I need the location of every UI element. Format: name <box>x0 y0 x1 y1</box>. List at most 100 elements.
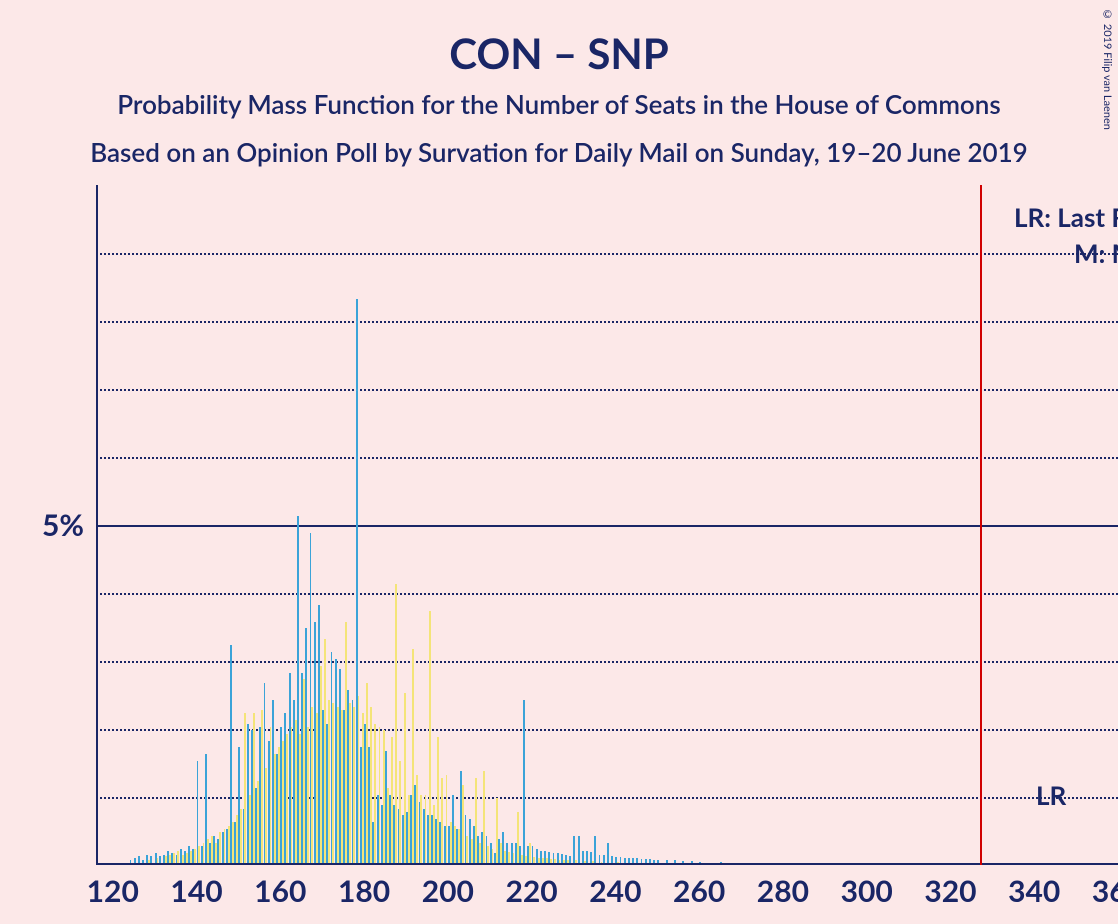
bar-blue <box>335 659 337 863</box>
gridline-minor <box>96 457 1118 459</box>
bar-blue <box>548 852 550 863</box>
bar-blue <box>247 724 249 863</box>
bar-blue <box>251 730 253 863</box>
bar-blue <box>615 857 617 863</box>
bar-blue <box>649 859 651 863</box>
bar-blue <box>490 843 492 863</box>
bar-blue <box>393 805 395 863</box>
bar-blue <box>506 843 508 863</box>
bar-blue <box>276 754 278 863</box>
bar-blue <box>536 849 538 863</box>
bar-blue <box>176 855 178 863</box>
chart-plot-area: 5%12014016018020022024026028030032034036… <box>96 185 1118 865</box>
bar-blue <box>155 853 157 863</box>
bar-blue <box>460 771 462 863</box>
bar-blue <box>557 853 559 863</box>
bar-blue <box>511 843 513 863</box>
annotation: LR <box>1036 779 1066 811</box>
bar-blue <box>280 727 282 863</box>
bar-blue <box>255 788 257 863</box>
bar-blue <box>352 700 354 863</box>
bar-blue <box>477 836 479 863</box>
x-tick-label: 200 <box>422 873 474 909</box>
bar-blue <box>645 859 647 863</box>
bar-blue <box>209 843 211 863</box>
bar-blue <box>540 851 542 863</box>
bar-blue <box>603 855 605 863</box>
bar-blue <box>163 855 165 863</box>
bar-blue <box>423 809 425 863</box>
bar-blue <box>372 822 374 863</box>
bar-blue <box>368 747 370 863</box>
bar-blue <box>465 815 467 863</box>
y-tick-label: 5% <box>42 507 84 543</box>
bar-blue <box>410 795 412 863</box>
bar-blue <box>402 815 404 863</box>
bar-blue <box>515 843 517 863</box>
bar-blue <box>544 851 546 863</box>
last-result-line <box>980 185 982 865</box>
bar-blue <box>188 846 190 863</box>
bar-blue <box>217 839 219 863</box>
bar-blue <box>435 819 437 863</box>
x-tick-label: 260 <box>673 873 725 909</box>
bar-blue <box>213 836 215 863</box>
gridline-minor <box>96 593 1118 595</box>
bar-blue <box>331 652 333 863</box>
annotation: M: Median <box>1074 237 1118 269</box>
bar-blue <box>523 700 525 863</box>
bar-blue <box>641 859 643 863</box>
bar-blue <box>699 862 701 863</box>
bar-blue <box>284 713 286 863</box>
bar-blue <box>230 645 232 863</box>
bar-blue <box>494 853 496 863</box>
bar-blue <box>527 846 529 863</box>
bar-blue <box>381 805 383 863</box>
bar-blue <box>159 856 161 863</box>
gridline-major <box>96 525 1118 527</box>
bar-blue <box>628 858 630 863</box>
bar-blue <box>318 605 320 863</box>
bar-blue <box>314 622 316 863</box>
bar-blue <box>297 516 299 863</box>
bar-blue <box>197 761 199 863</box>
x-tick-label: 140 <box>170 873 222 909</box>
bar-blue <box>322 710 324 863</box>
bar-blue <box>607 843 609 863</box>
bar-blue <box>167 851 169 863</box>
bar-blue <box>439 822 441 863</box>
bar-blue <box>180 849 182 863</box>
bar-blue <box>264 683 266 863</box>
bar-blue <box>171 853 173 863</box>
bar-blue <box>666 860 668 863</box>
bar-blue <box>578 836 580 863</box>
gridline-minor <box>96 661 1118 663</box>
bar-blue <box>519 846 521 863</box>
bar-blue <box>339 669 341 863</box>
bar-blue <box>653 860 655 863</box>
x-tick-label: 160 <box>254 873 306 909</box>
x-tick-label: 120 <box>87 873 139 909</box>
gridline-minor <box>96 729 1118 731</box>
bar-blue <box>268 741 270 863</box>
x-tick-label: 220 <box>505 873 557 909</box>
bar-blue <box>532 846 534 863</box>
bar-blue <box>385 751 387 863</box>
x-tick-label: 300 <box>841 873 893 909</box>
bar-blue <box>452 795 454 863</box>
bar-blue <box>691 861 693 863</box>
bar-blue <box>142 860 144 863</box>
bar-blue <box>590 852 592 863</box>
x-tick-label: 360 <box>1092 873 1118 909</box>
chart-subtitle-2: Based on an Opinion Poll by Survation fo… <box>0 136 1118 168</box>
bar-blue <box>599 855 601 863</box>
bar-blue <box>414 785 416 863</box>
bar-blue <box>138 856 140 863</box>
bar-blue <box>586 851 588 863</box>
bar-blue <box>146 855 148 863</box>
bar-blue <box>636 858 638 863</box>
x-tick-label: 320 <box>924 873 976 909</box>
annotation: LR: Last Result <box>1014 201 1118 233</box>
bar-blue <box>326 724 328 863</box>
bar-blue <box>582 851 584 863</box>
